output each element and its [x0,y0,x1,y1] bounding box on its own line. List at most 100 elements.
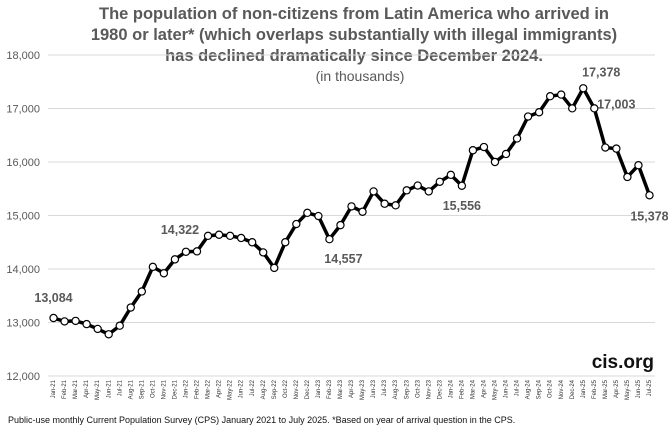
x-tick-label: Oct-21 [150,379,156,398]
data-point [126,303,135,312]
data-point [93,324,102,334]
data-label: 14,557 [324,252,362,266]
data-point [60,317,69,326]
data-point [192,247,202,256]
data-point [170,255,180,264]
data-point [281,238,290,247]
data-point [479,142,489,152]
x-tick-label: Jun-25 [636,379,642,398]
x-tick-label: Apr-25 [614,379,620,398]
data-point [314,211,323,221]
data-point [601,143,610,152]
data-label: 17,378 [582,65,620,79]
x-tick-label: Jul-21 [117,379,123,396]
data-point [512,134,522,143]
data-point [347,202,356,211]
data-point [225,231,235,241]
x-tick-label: Apr-22 [217,379,223,398]
data-point [270,263,279,273]
x-tick-label: Mar-23 [338,379,344,399]
x-tick-label: May-21 [95,379,101,400]
brand-logo-text: cis.org [591,352,654,373]
data-point [612,144,621,153]
data-point [545,91,555,101]
x-tick-label: Sep-23 [404,379,410,399]
data-label: 17,003 [597,97,635,111]
x-tick-label: May-24 [493,379,499,400]
x-tick-label: Sep-21 [139,379,145,399]
data-point [159,269,169,278]
data-point [71,316,80,326]
x-tick-label: Oct-22 [283,379,289,398]
x-tick-label: Jul-23 [382,379,388,396]
x-tick-label: May-22 [228,379,234,400]
x-tick-label: May-25 [625,379,631,400]
x-tick-label: Sep-24 [537,379,543,399]
x-tick-label: Dec-23 [437,379,443,399]
x-tick-label: Dec-22 [305,379,311,399]
x-tick-label: Mar-24 [470,379,476,399]
x-tick-label: Jul-24 [515,379,521,396]
data-point [623,172,632,182]
y-tick-label: 15,000 [6,211,40,223]
data-point [446,170,456,180]
data-point [413,181,422,190]
x-tick-label: Jan-24 [448,379,454,398]
data-point [490,157,500,167]
x-tick-label: Sep-22 [272,379,278,399]
x-tick-label: Nov-22 [294,379,300,399]
data-point [115,321,124,330]
x-tick-label: Jun-24 [504,379,510,398]
x-tick-label: Oct-24 [548,379,554,398]
data-point [325,235,334,244]
x-tick-label: Mar-25 [603,379,609,399]
x-tick-label: Jul-25 [647,379,653,396]
x-tick-label: Oct-23 [415,379,421,398]
data-point [391,201,400,210]
x-tick-label: Feb-21 [62,379,68,399]
data-point [579,84,588,93]
x-tick-label: Jan-23 [316,379,322,398]
data-point [82,319,91,329]
data-point [181,247,191,256]
data-point [303,208,312,218]
x-tick-label: Apr-21 [84,379,90,398]
chart-title-line-2: 1980 or later* (which overlaps substanti… [90,26,618,44]
x-tick-label: Jul-22 [250,379,256,396]
x-tick-label: Aug-21 [128,379,134,399]
data-label: 13,084 [34,291,72,305]
data-point [369,187,378,196]
data-point [336,220,345,230]
chart-title-line-3: has declined dramatically since December… [165,47,543,65]
chart-title: The population of non-citizens from Lati… [40,4,668,67]
x-tick-label: Jan-25 [581,379,587,398]
footnote: Public-use monthly Current Population Su… [8,415,516,425]
x-tick-label: Dec-24 [570,379,576,399]
x-tick-label: Feb-25 [592,379,598,399]
x-tick-label: Apr-24 [482,379,488,398]
data-point [214,230,224,239]
x-tick-label: Mar-21 [73,379,79,399]
x-tick-label: Aug-24 [526,379,532,399]
chart-title-line-1: The population of non-citizens from Lati… [98,5,609,23]
x-tick-label: Dec-21 [172,379,178,399]
data-point [645,191,654,200]
data-point [203,231,213,241]
data-point [468,146,478,155]
data-point [568,104,577,113]
data-point [424,187,433,196]
data-point [292,219,301,229]
x-tick-label: Feb-24 [459,379,465,399]
data-point [501,149,511,159]
series-line [53,86,652,337]
data-point [49,313,58,323]
y-tick-label: 12,000 [6,371,40,383]
data-point [247,238,257,247]
x-tick-label: Mar-22 [206,379,212,399]
data-point [435,177,444,186]
y-tick-label: 14,000 [6,264,40,276]
data-point [137,287,147,296]
x-tick-label: Aug-22 [261,379,267,399]
data-point [402,186,411,195]
